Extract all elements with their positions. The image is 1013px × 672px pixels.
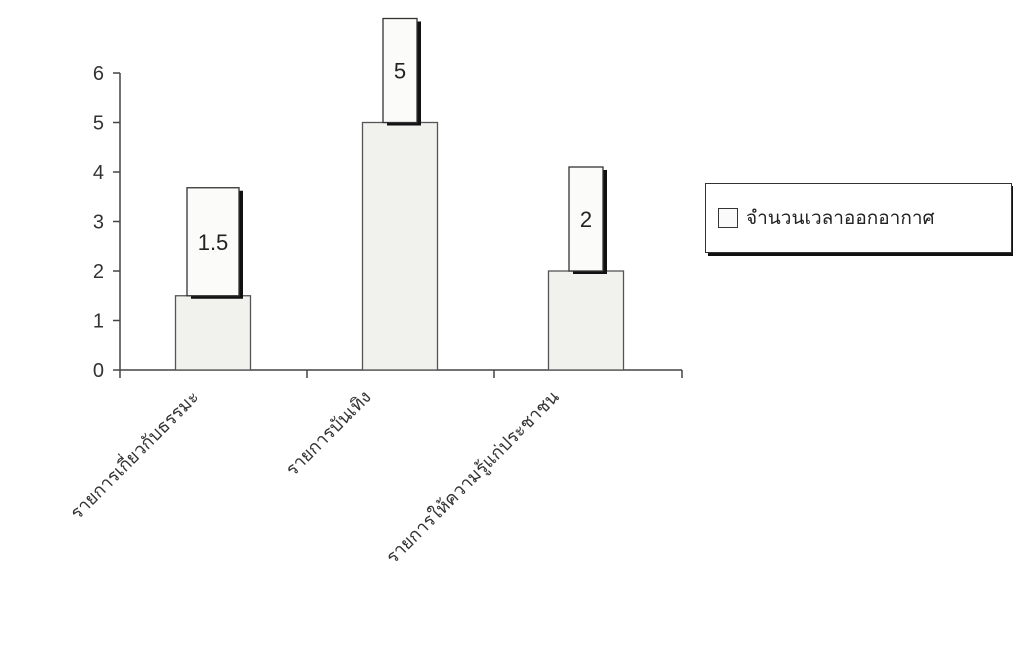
y-tick-label: 2 [93,261,104,283]
x-category-label: รายการเกี่ยวกับธรรมะ [64,385,203,524]
y-tick-label: 3 [93,212,104,234]
y-tick-label: 0 [93,360,104,382]
y-tick-label: 5 [93,113,104,135]
x-category-label: รายการให้ความรู้แก่ประชาชน [381,386,563,568]
legend-label: จำนวนเวลาออกอากาศ [746,203,935,233]
legend: จำนวนเวลาออกอากาศ [705,183,1012,253]
bar [363,123,438,371]
data-label: 5 [394,59,406,84]
legend-swatch [718,208,738,228]
category-labels: รายการเกี่ยวกับธรรมะ รายการบันเทิง รายการใ… [64,385,563,569]
y-tick-label: 6 [93,63,104,85]
bar [176,296,251,370]
x-axis [120,370,682,378]
data-label: 2 [580,207,592,232]
data-label: 1.5 [198,230,229,255]
x-category-label: รายการบันเทิง [282,387,376,481]
bar [549,271,624,370]
y-tick-label: 4 [93,162,104,184]
y-axis: 0 1 2 3 4 5 6 [93,63,120,382]
y-tick-label: 1 [93,311,104,333]
